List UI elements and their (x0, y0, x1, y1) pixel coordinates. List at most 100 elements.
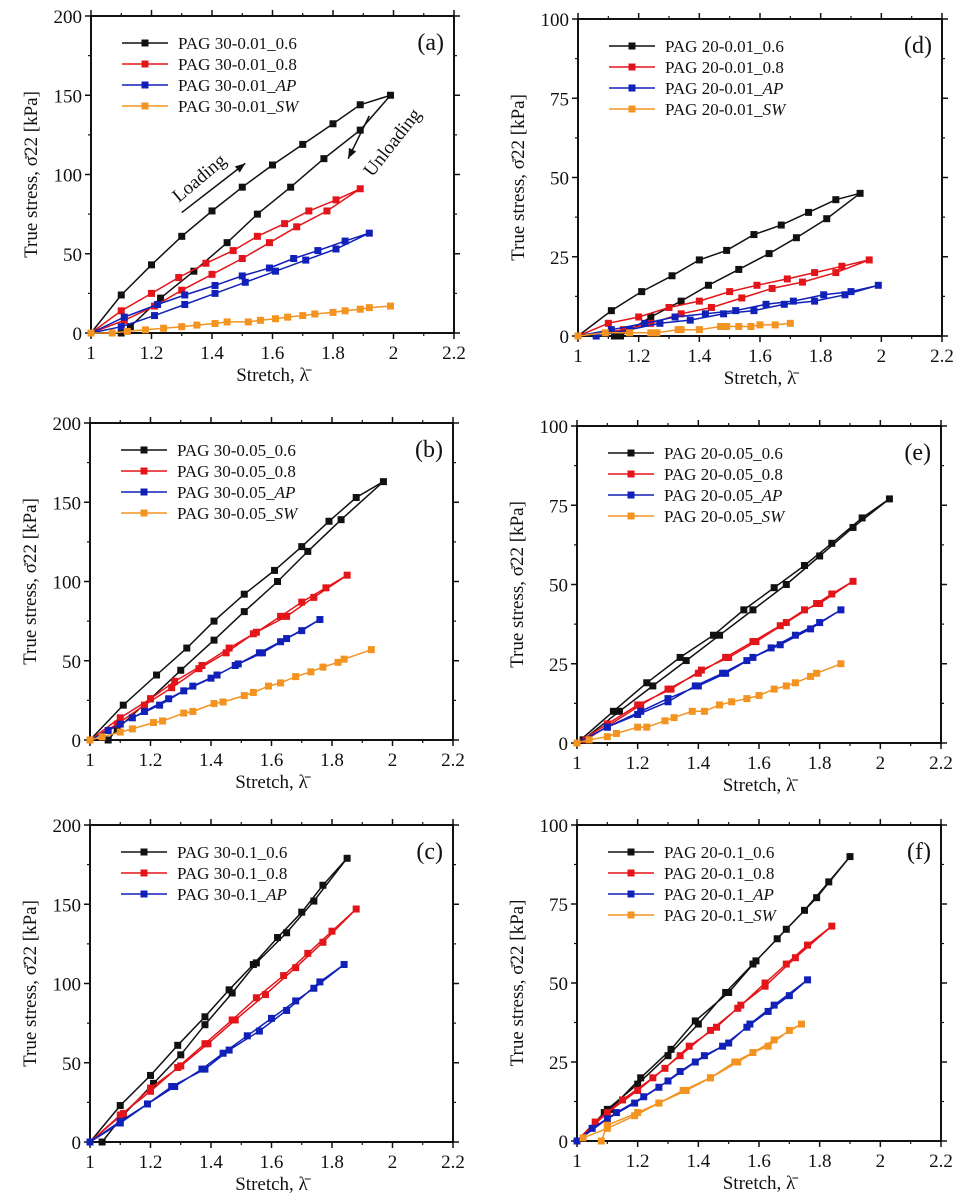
data-point (634, 723, 642, 731)
x-tick-label: 2.2 (441, 750, 465, 771)
series-3 (87, 302, 394, 337)
arrowhead-icon (348, 147, 357, 159)
data-point (264, 682, 272, 690)
data-point (284, 313, 292, 321)
data-point (837, 660, 845, 668)
data-point (210, 636, 218, 644)
data-point (268, 1014, 275, 1022)
data-point (140, 701, 148, 709)
data-point (634, 710, 642, 718)
data-point (770, 685, 778, 693)
data-point (325, 517, 333, 525)
data-point (128, 714, 136, 722)
data-point (717, 322, 725, 330)
y-axis-title: True stress, σ̄22 [kPa] (508, 94, 529, 261)
data-point (811, 297, 819, 305)
legend-entry-suffix: AP (762, 79, 784, 98)
data-point (178, 286, 186, 294)
y-axis-title: True stress, σ̄22 [kPa] (20, 498, 41, 665)
data-point (157, 294, 165, 302)
data-point (304, 949, 312, 957)
data-point (379, 478, 387, 486)
data-point (734, 1058, 742, 1066)
data-point (635, 313, 643, 321)
data-point (116, 720, 124, 728)
y-tick-label: 50 (549, 576, 568, 597)
y-tick-label: 75 (549, 496, 568, 517)
data-point (656, 319, 664, 327)
x-tick-label: 1.6 (748, 346, 772, 367)
data-point (728, 698, 736, 706)
data-point (126, 323, 134, 331)
data-point (723, 246, 731, 254)
x-tick-label: 1.8 (808, 1151, 832, 1172)
legend-entry: PAG 20-0.01_SW (665, 100, 787, 119)
legend-entry: PAG 20-0.01_0.6 (665, 37, 784, 56)
x-tick-label: 1 (572, 753, 582, 774)
panel-label: (c) (416, 839, 443, 865)
data-point (816, 552, 824, 560)
data-point (638, 288, 646, 296)
series-line (582, 1023, 802, 1142)
legend-marker (627, 470, 635, 478)
data-point (750, 231, 758, 239)
data-point (147, 695, 154, 703)
data-point (356, 126, 364, 134)
y-tick-label: 0 (73, 324, 83, 345)
y-tick-label: 150 (53, 895, 82, 916)
legend-entry-suffix: SW (763, 100, 788, 119)
data-point (694, 669, 702, 677)
x-tick-label: 1.4 (686, 1151, 710, 1172)
data-point (305, 207, 313, 215)
data-point (776, 622, 784, 630)
legend-entry-suffix: SW (276, 97, 301, 116)
legend-entry-base: PAG 20-0.01_ (665, 79, 763, 98)
data-point (189, 707, 197, 715)
data-point (841, 291, 849, 299)
data-point (283, 1006, 291, 1014)
data-point (231, 662, 239, 670)
data-point (319, 663, 327, 671)
data-point (668, 272, 676, 280)
y-tick-label: 50 (62, 652, 81, 673)
series-0 (573, 495, 893, 747)
data-point (261, 991, 269, 999)
data-point (204, 1040, 212, 1048)
data-point (314, 247, 322, 255)
data-point (334, 658, 342, 666)
data-point (177, 1051, 185, 1059)
data-point (178, 232, 186, 240)
legend-marker (628, 63, 636, 71)
data-point (223, 318, 231, 326)
y-tick-label: 100 (540, 417, 569, 438)
data-point (328, 927, 336, 935)
data-point (838, 262, 846, 270)
y-axis-title: True stress, σ̄22 [kPa] (21, 91, 42, 258)
legend-entry-base: PAG 20-0.1_ (664, 885, 754, 904)
x-tick-label: 1.2 (140, 343, 164, 364)
x-tick-label: 1 (85, 750, 95, 771)
legend-entry-base: PAG 30-0.01_ (178, 34, 276, 53)
legend-marker (141, 81, 149, 89)
series-line (576, 979, 808, 1142)
data-point (320, 155, 328, 163)
data-point (837, 606, 845, 614)
series-2 (86, 616, 324, 744)
data-point (782, 581, 790, 588)
x-tick-label: 1.6 (747, 753, 771, 774)
series-2 (574, 281, 882, 340)
legend-marker (627, 911, 635, 919)
data-point (168, 684, 176, 692)
legend-entry-base: PAG 30-0.01_ (178, 76, 276, 95)
x-tick-label: 1.4 (199, 1152, 223, 1173)
data-point (340, 960, 348, 968)
data-point (798, 278, 806, 286)
legend-marker (140, 509, 148, 517)
panel-c: 1 1.2 1.4 1.6 1.8 2 2.2 0 50 100 150 200 Stretch, λ̄… (20, 816, 465, 1195)
series-line (576, 580, 854, 744)
legend-entry-base: PAG 20-0.1_ (664, 906, 754, 925)
data-point (299, 140, 307, 148)
x-axis-title: Stretch, λ̄ (724, 368, 800, 389)
data-point (258, 649, 266, 657)
